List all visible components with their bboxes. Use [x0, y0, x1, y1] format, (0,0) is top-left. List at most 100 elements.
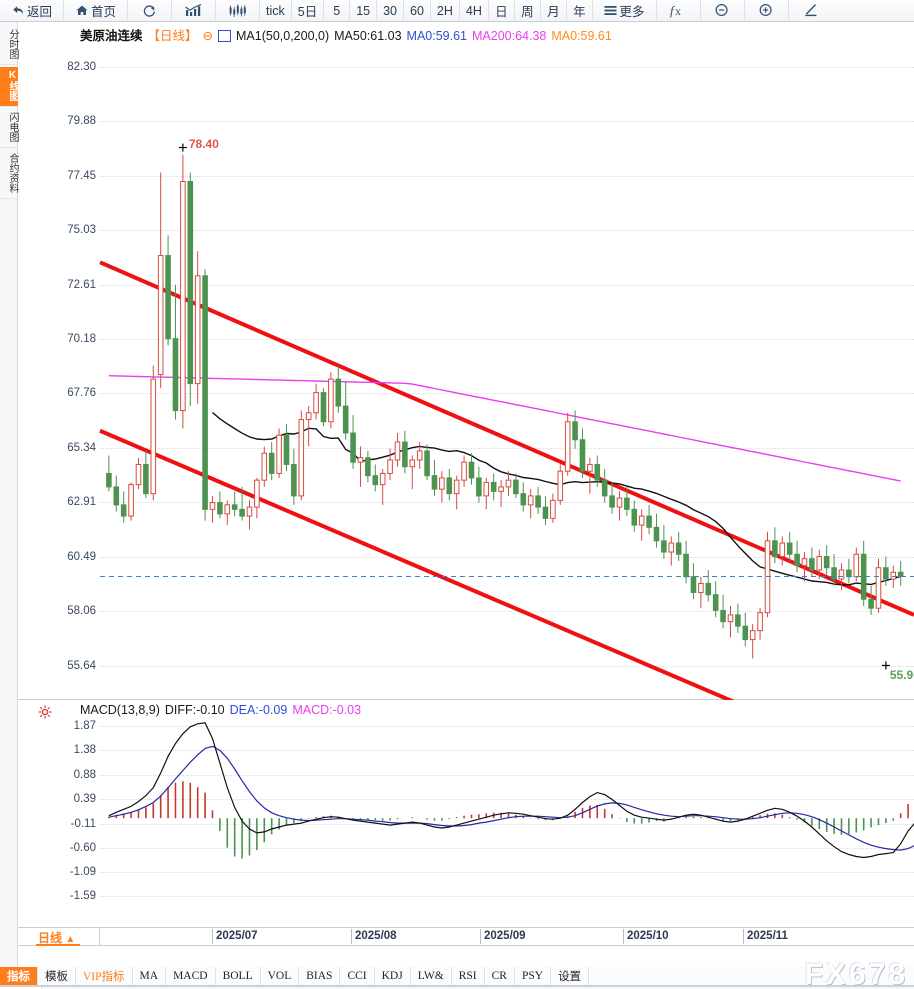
candle [535, 486, 541, 514]
tab-bias[interactable]: BIAS [299, 967, 341, 985]
tab-indicator[interactable]: 指标 [0, 967, 38, 985]
candle [106, 455, 112, 492]
candle [291, 448, 297, 505]
legend-item: MACD:-0.03 [292, 703, 362, 717]
tab-psy[interactable]: PSY [515, 967, 552, 985]
period-day-button[interactable]: 日 [489, 0, 515, 21]
price-legend: 美原油连续 【日线】 ⊖ MA1(50,0,200,0) MA50:61.03 MA0:5… [80, 25, 622, 44]
y-axis-tick: 70.18 [67, 333, 96, 346]
candle [402, 430, 408, 474]
sun-icon[interactable] [38, 705, 52, 719]
candle [490, 473, 497, 501]
tab-macd[interactable]: MACD [166, 967, 216, 985]
tab-kdj[interactable]: KDJ [375, 967, 411, 985]
tab-template[interactable]: 模板 [38, 967, 76, 985]
candle [409, 455, 416, 490]
candle [624, 486, 630, 517]
period-4h-button[interactable]: 4H [460, 0, 489, 21]
y-axis-tick: 67.76 [67, 387, 96, 400]
candle [298, 410, 305, 501]
tab-settings[interactable]: 设置 [551, 967, 590, 985]
tab-cci[interactable]: CCI [340, 967, 375, 985]
gridline [100, 230, 914, 232]
time-axis-label: 2025/07 [216, 930, 258, 942]
tab-ma[interactable]: MA [133, 967, 167, 985]
pencil-icon [803, 3, 819, 18]
candle [476, 466, 482, 503]
candle [224, 500, 231, 526]
refresh-icon [142, 4, 157, 18]
draw-button[interactable] [789, 0, 833, 21]
legend-item: MA0:59.61 [551, 29, 612, 43]
more-menu-button[interactable]: 更多 [593, 0, 657, 21]
price-chart-panel[interactable]: 美原油连续 【日线】 ⊖ MA1(50,0,200,0) MA50:61.03 MA0:5… [18, 22, 914, 700]
time-axis: 日线 ▲ 2025/07 2025/08 2025/09 2025/10 2025/11 [18, 928, 914, 946]
period-selector[interactable]: 日线 ▲ [18, 928, 100, 946]
sidebar-item-contract[interactable]: 合约资料 [0, 150, 18, 199]
candle [661, 525, 667, 559]
candlestick-button[interactable] [216, 0, 260, 21]
period-day-button-label: 日 [495, 5, 508, 19]
candle [668, 536, 675, 566]
legend-item: MA50:61.03 [334, 29, 402, 43]
period-2h-button[interactable]: 2H [431, 0, 460, 21]
collapse-icon[interactable]: ⊖ [202, 29, 214, 43]
sidebar-item-lightning[interactable]: 闪电图 [0, 109, 18, 148]
period-30min-button[interactable]: 30 [377, 0, 405, 21]
tab-boll[interactable]: BOLL [216, 967, 261, 985]
period-5min-button[interactable]: 5 [324, 0, 351, 21]
zoom-out-button[interactable] [701, 0, 745, 21]
channel-upper [99, 260, 914, 617]
period-5day-button[interactable]: 5日 [292, 0, 325, 21]
bar-chart-icon [184, 3, 203, 18]
news-tab[interactable]: 资讯 [0, 987, 42, 989]
chart-type-button[interactable] [172, 0, 216, 21]
tab-cr[interactable]: CR [485, 967, 515, 985]
candle [320, 388, 327, 427]
period-15min-button[interactable]: 15 [350, 0, 378, 21]
gridline [100, 611, 914, 613]
period-year-button[interactable]: 年 [567, 0, 593, 21]
candle [283, 424, 290, 472]
tick-button[interactable]: tick [260, 0, 292, 21]
tab-vol[interactable]: VOL [261, 967, 300, 985]
tab-rsi[interactable]: RSI [452, 967, 485, 985]
candle [394, 433, 401, 467]
gridline [100, 121, 914, 123]
sidebar-item-kline[interactable]: K线图 [0, 67, 18, 107]
period-month-button[interactable]: 月 [541, 0, 567, 21]
period-month-button-label: 月 [547, 5, 560, 19]
candle [180, 154, 186, 429]
time-axis-label: 2025/09 [484, 930, 526, 942]
candle [143, 450, 149, 499]
tab-vip-indicator[interactable]: VIP指标 [76, 967, 133, 985]
gridline [100, 447, 914, 449]
tab-lwr[interactable]: LW& [411, 967, 452, 985]
period-year-button-label: 年 [573, 5, 586, 19]
back-button[interactable]: 返回 [0, 0, 64, 21]
refresh-button[interactable] [128, 0, 172, 21]
candle [172, 284, 179, 420]
candle [772, 527, 778, 564]
y-axis-tick: 62.91 [67, 496, 96, 509]
zoom-in-button[interactable] [745, 0, 789, 21]
period-60min-button[interactable]: 60 [404, 0, 431, 21]
candle [461, 455, 467, 487]
period-week-button[interactable]: 周 [515, 0, 541, 21]
candle [579, 428, 586, 478]
macd-chart-panel[interactable]: MACD(13,8,9) DIFF:-0.10 DEA:-0.09 MACD:-0.0… [18, 700, 914, 928]
candle [439, 471, 445, 503]
sidebar-item-timeshare[interactable]: 分时图 [0, 26, 18, 65]
gridline [100, 556, 914, 558]
candle [616, 491, 623, 521]
home-button[interactable]: 首页 [64, 0, 128, 21]
candle [550, 493, 556, 523]
candle [268, 441, 275, 481]
price-plot [99, 143, 914, 700]
candle [883, 556, 889, 586]
gridline [100, 896, 914, 898]
zoom-in-icon [758, 3, 774, 18]
period-60min-button-label: 60 [410, 3, 424, 18]
period-4h-button-label: 4H [465, 3, 482, 18]
